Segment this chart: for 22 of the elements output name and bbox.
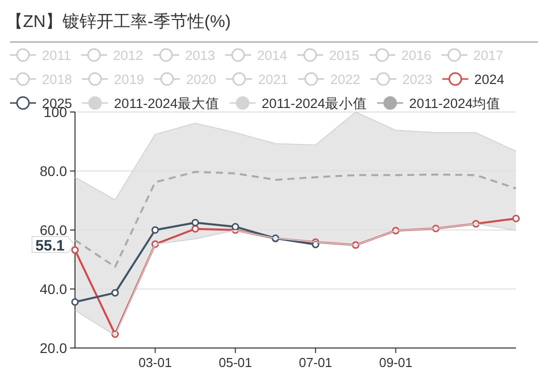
point [71,298,79,306]
legend-label: 2011-2024均值 [409,96,501,111]
legend-label: 2011-2024最小值 [262,96,368,111]
point [192,225,200,233]
y-tick-label: 80.0 [40,163,68,179]
y-tick-label: 60.0 [40,222,68,238]
chart-title: 【ZN】镀锌开工率-季节性(%) [6,12,231,31]
point [111,289,119,297]
x-tick-label: 03-01 [138,355,172,370]
x-tick-label: 09-01 [379,355,412,370]
legend-label: 2024 [474,72,505,87]
y-tick-label: 20.0 [40,340,68,356]
y-tick-label: 40.0 [40,281,68,297]
point [232,223,240,231]
point [192,218,200,226]
text: 55.1 [35,237,65,254]
legend-label: 2011-2024最大值 [114,96,220,111]
point [512,214,520,222]
x-tick-label: 05-01 [218,355,252,370]
point [71,246,79,254]
x-tick-label: 07-01 [298,355,332,370]
point [151,226,159,234]
